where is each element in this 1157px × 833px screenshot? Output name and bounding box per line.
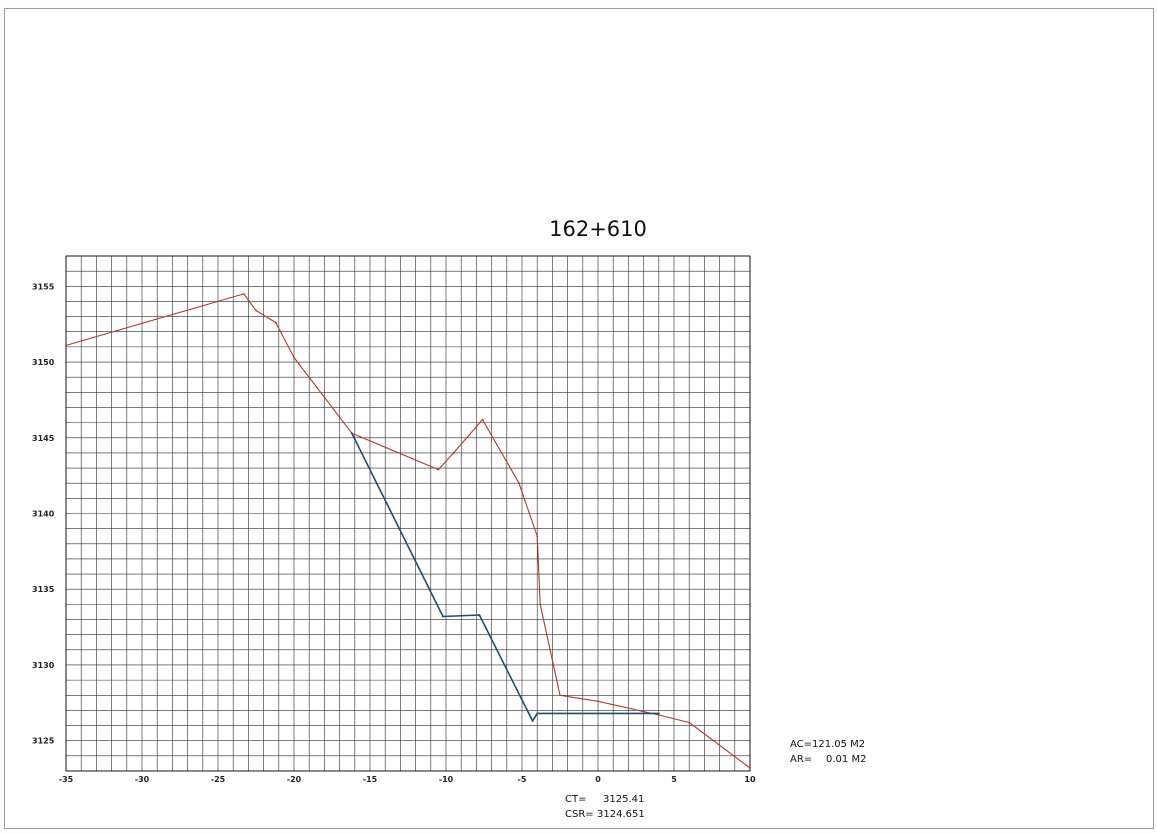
- design-section-line: [351, 432, 659, 722]
- x-tick-labels: -35 -30 -25 -20 -15 -10 -5 0 5 10: [59, 775, 756, 784]
- x-tick-label: -5: [518, 775, 527, 784]
- grid: [65, 255, 751, 772]
- x-tick-label: -25: [211, 775, 226, 784]
- y-tick-label: 3130: [32, 661, 55, 670]
- y-tick-label: 3140: [32, 510, 55, 519]
- x-tick-label: -15: [363, 775, 378, 784]
- x-tick-label: -10: [439, 775, 454, 784]
- data-point: [65, 344, 67, 347]
- data-point: [657, 714, 660, 716]
- data-point: [274, 321, 277, 324]
- data-point: [478, 614, 481, 616]
- data-point: [437, 468, 440, 471]
- data-point: [749, 767, 751, 769]
- ac-value: 121.05 M2: [812, 739, 865, 750]
- data-point: [688, 721, 691, 724]
- y-tick-labels: 3125 3130 3135 3140 3145 3150 3155: [32, 282, 55, 745]
- data-point: [597, 700, 599, 703]
- data-point: [657, 712, 660, 715]
- data-point: [350, 432, 353, 435]
- x-tick-label: 5: [671, 775, 677, 784]
- chart-title: 162+610: [549, 217, 647, 241]
- data-point: [536, 535, 539, 538]
- plot-border: [65, 255, 751, 772]
- data-point: [559, 694, 561, 697]
- csr-label: CSR=: [565, 809, 594, 820]
- y-tick-label: 3155: [32, 282, 55, 291]
- ar-label: AR=: [790, 754, 812, 765]
- x-tick-label: -35: [59, 775, 74, 784]
- data-point: [255, 309, 257, 312]
- area-annotations: AC= 121.05 M2 AR= 0.01 M2: [790, 739, 866, 765]
- data-point: [293, 356, 295, 359]
- data-point: [518, 482, 520, 485]
- x-tick-label: -20: [287, 775, 302, 784]
- data-point: [536, 712, 539, 715]
- data-point: [539, 603, 542, 606]
- ac-label: AC=: [790, 739, 812, 750]
- x-tick-label: 0: [595, 775, 601, 784]
- csr-value: 3124.651: [597, 809, 645, 820]
- sheet-border: [4, 8, 1154, 829]
- ct-value: 3125.41: [603, 794, 644, 805]
- ct-label: CT=: [565, 794, 586, 805]
- y-tick-label: 3125: [32, 737, 55, 746]
- y-tick-label: 3135: [32, 585, 55, 594]
- x-tick-label: 10: [744, 775, 756, 784]
- terrain-profile-line: [65, 293, 751, 769]
- data-point: [442, 615, 444, 618]
- data-point: [481, 418, 484, 421]
- x-tick-label: -30: [135, 775, 150, 784]
- y-tick-label: 3150: [32, 358, 55, 367]
- y-tick-label: 3145: [32, 434, 55, 443]
- data-point: [452, 452, 455, 454]
- data-point: [531, 720, 534, 722]
- series-layer: [65, 292, 751, 769]
- data-point: [242, 292, 245, 295]
- ar-value: 0.01 M2: [826, 754, 866, 765]
- elevation-annotations: CT= 3125.41 CSR= 3124.651: [565, 794, 645, 820]
